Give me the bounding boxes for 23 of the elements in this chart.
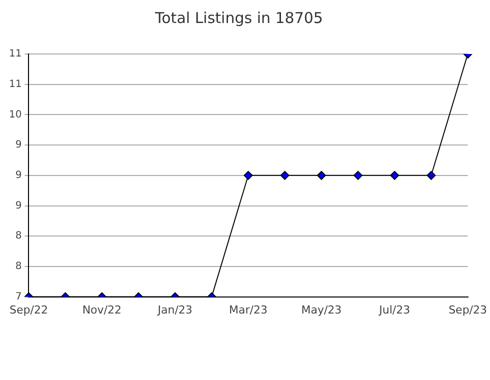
x-tick-label: Jul/23 bbox=[378, 303, 410, 316]
y-tick-label: 8 bbox=[15, 230, 22, 242]
point bbox=[354, 170, 363, 180]
y-tick-label: 9 bbox=[15, 200, 22, 212]
point bbox=[280, 170, 290, 180]
point bbox=[316, 170, 326, 180]
y-tick-label: 11 bbox=[8, 48, 22, 60]
y-tick-label: 8 bbox=[15, 261, 22, 272]
point bbox=[244, 170, 253, 180]
chart-title: Total Listings in 18705 bbox=[154, 8, 323, 27]
x-tick-label: Sep/23 bbox=[448, 303, 487, 316]
x-tick-label: Nov/22 bbox=[82, 303, 122, 316]
y-tick-label: 9 bbox=[15, 140, 22, 151]
point bbox=[390, 170, 400, 180]
point bbox=[426, 170, 436, 180]
y-tick-label: 11 bbox=[8, 78, 22, 90]
y-tick-label: 10 bbox=[8, 109, 22, 120]
x-tick-label: Sep/22 bbox=[10, 303, 48, 316]
y-tick-label: 9 bbox=[15, 170, 22, 181]
x-tick-label: Mar/23 bbox=[229, 303, 268, 316]
y-tick-label: 7 bbox=[15, 291, 22, 302]
x-tick-label: Jan/23 bbox=[156, 303, 192, 316]
x-tick-label: May/23 bbox=[301, 303, 342, 316]
